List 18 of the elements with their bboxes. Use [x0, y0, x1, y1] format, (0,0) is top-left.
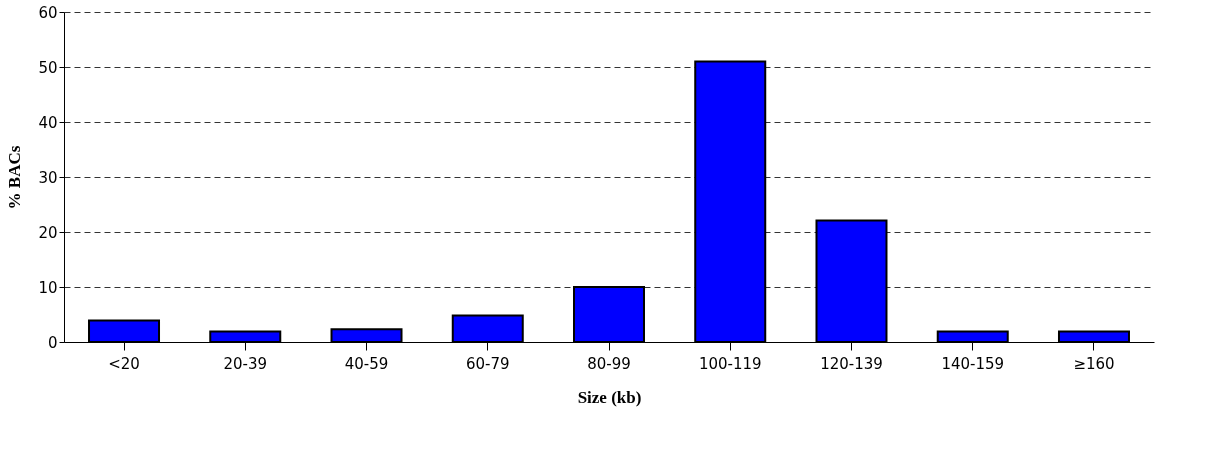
y-tick-label: 60	[38, 3, 58, 22]
x-tick-label: <20	[108, 354, 140, 373]
y-tick-label: 10	[38, 278, 58, 297]
y-axis-title: % BACs	[5, 145, 25, 210]
y-tick-label: 50	[38, 58, 58, 77]
x-tick-label: 100-119	[698, 354, 762, 373]
x-tick-label: 140-159	[941, 354, 1005, 373]
y-tick-label: 30	[38, 168, 58, 187]
y-tick-label: 40	[38, 113, 58, 132]
x-tick-label: 120-139	[820, 354, 883, 373]
x-axis-title: Size (kb)	[577, 387, 642, 407]
x-tick-label: 60-79	[465, 354, 510, 373]
x-tick-label: 40-59	[344, 354, 389, 373]
x-tick-label: ≥160	[1073, 354, 1115, 373]
y-tick-label: 0	[47, 333, 58, 352]
x-tick-label: 80-99	[587, 354, 631, 373]
x-tick-label: 20-39	[223, 354, 268, 373]
y-tick-label: 20	[38, 223, 58, 242]
